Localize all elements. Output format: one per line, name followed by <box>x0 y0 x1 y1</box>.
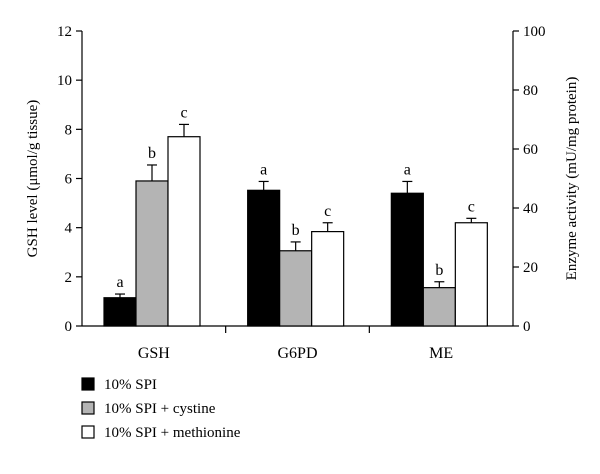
y-right-tick-label: 80 <box>523 83 538 99</box>
bar <box>167 136 201 327</box>
y-right-tick-label: 60 <box>523 142 538 158</box>
significance-letter: c <box>468 198 475 215</box>
significance-letter: b <box>292 222 300 239</box>
significance-letter: a <box>116 274 123 291</box>
bar <box>422 287 456 327</box>
y-right-axis-title: Enzyme activity (mU/mg protein) <box>564 77 580 281</box>
significance-letter: c <box>324 203 331 220</box>
y-right-tick-label: 20 <box>523 260 538 276</box>
legend-swatch <box>81 401 95 415</box>
y-right-tick-label: 0 <box>523 319 531 335</box>
bar <box>247 189 281 327</box>
y-left-tick-label: 4 <box>65 221 73 237</box>
bar <box>279 250 313 327</box>
significance-letter: b <box>435 262 443 279</box>
legend-swatch <box>81 425 95 439</box>
y-left-tick-label: 12 <box>57 24 72 40</box>
significance-letter: c <box>180 104 187 121</box>
legend-label: 10% SPI + cystine <box>104 401 216 417</box>
y-left-tick-label: 6 <box>65 172 73 188</box>
x-category-label: ME <box>429 345 453 362</box>
y-right-tick-label: 40 <box>523 201 538 217</box>
bar <box>103 297 137 327</box>
x-category-label: G6PD <box>277 345 317 362</box>
legend-label: 10% SPI + methionine <box>104 425 241 441</box>
y-left-tick-label: 10 <box>57 73 72 89</box>
significance-letter: a <box>260 161 267 178</box>
x-category-label: GSH <box>138 345 170 362</box>
bar <box>390 192 424 327</box>
bar <box>311 231 345 327</box>
y-left-tick-label: 0 <box>65 319 73 335</box>
legend-label: 10% SPI <box>104 377 157 393</box>
significance-letter: b <box>148 145 156 162</box>
significance-letter: a <box>404 161 411 178</box>
y-right-tick-label: 100 <box>523 24 546 40</box>
bar <box>454 222 488 327</box>
y-left-tick-label: 8 <box>65 122 73 138</box>
y-left-tick-label: 2 <box>65 270 73 286</box>
bar <box>135 180 169 327</box>
y-left-axis-title: GSH level (μmol/g tissue) <box>25 100 41 258</box>
legend-swatch <box>81 377 95 391</box>
